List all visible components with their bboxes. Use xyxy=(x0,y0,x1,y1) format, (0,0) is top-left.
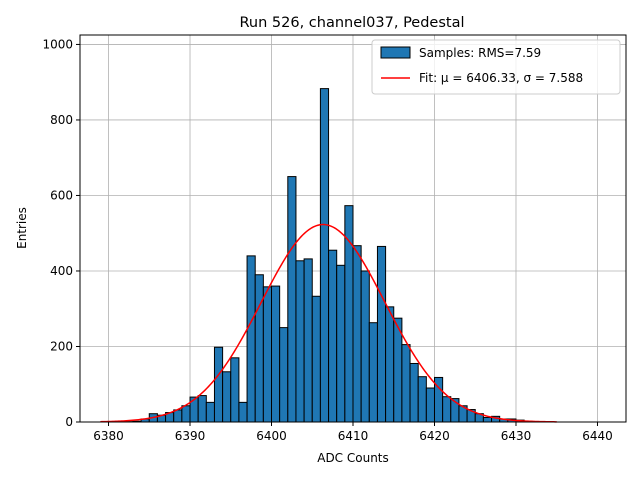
histogram-bar xyxy=(319,88,330,423)
histogram-bar xyxy=(230,357,240,423)
y-tick-label: 800 xyxy=(50,113,73,127)
histogram-bar xyxy=(246,255,256,423)
legend-label-fit: Fit: μ = 6406.33, σ = 7.588 xyxy=(419,71,583,85)
fit-curve xyxy=(100,223,557,423)
histogram-bar xyxy=(238,401,248,423)
chart-title: Run 526, channel037, Pedestal xyxy=(239,15,464,31)
x-tick-label: 6440 xyxy=(582,429,613,443)
histogram-bar xyxy=(287,176,297,423)
x-axis-label: ADC Counts xyxy=(317,451,389,465)
legend-box xyxy=(371,39,621,95)
histogram-bar xyxy=(425,387,435,423)
histogram-bar xyxy=(328,249,338,423)
x-axis-ticks: 6380 6390 6400 6410 6420 6430 6440 xyxy=(93,422,613,443)
histogram-bar xyxy=(442,396,452,423)
histogram-bar xyxy=(360,270,370,423)
histogram-bar xyxy=(254,274,264,423)
histogram-bar xyxy=(368,322,378,423)
fit-line xyxy=(100,223,557,423)
histogram-bar xyxy=(376,245,387,423)
y-tick-label: 1000 xyxy=(42,37,73,51)
legend: Samples: RMS=7.59 Fit: μ = 6406.33, σ = … xyxy=(371,39,621,95)
x-tick-label: 6410 xyxy=(338,429,369,443)
legend-swatch-samples xyxy=(380,46,411,59)
histogram-bar xyxy=(417,376,427,423)
x-tick-label: 6430 xyxy=(501,429,532,443)
histogram-bar xyxy=(262,286,273,423)
y-axis-ticks: 0 200 400 600 800 1000 xyxy=(42,37,80,429)
histogram-bar xyxy=(352,245,362,423)
histogram-bar xyxy=(409,362,419,423)
x-tick-label: 6390 xyxy=(175,429,206,443)
histogram-bar xyxy=(385,306,395,423)
x-tick-label: 6400 xyxy=(256,429,287,443)
y-tick-label: 600 xyxy=(50,188,73,202)
histogram-bar xyxy=(271,285,281,423)
y-tick-label: 400 xyxy=(50,264,73,278)
histogram-bar xyxy=(303,258,313,423)
histogram-bar xyxy=(213,346,224,423)
legend-label-samples: Samples: RMS=7.59 xyxy=(419,46,541,60)
histogram-bar xyxy=(173,409,183,423)
histogram-bar xyxy=(197,395,207,423)
histogram-bar xyxy=(336,264,346,423)
histogram-bar xyxy=(393,317,403,423)
histogram-bar xyxy=(279,327,289,423)
x-tick-label: 6380 xyxy=(93,429,124,443)
y-tick-label: 0 xyxy=(65,415,73,429)
y-axis-label: Entries xyxy=(15,207,29,249)
histogram-bar xyxy=(311,295,321,423)
y-tick-label: 200 xyxy=(50,339,73,353)
histogram-bar xyxy=(482,416,493,423)
histogram-bar xyxy=(205,401,215,423)
histogram-bar xyxy=(295,260,305,423)
histogram-bar xyxy=(401,344,411,423)
histogram-bar xyxy=(222,371,232,423)
histogram-bar xyxy=(181,405,191,423)
x-tick-label: 6420 xyxy=(419,429,450,443)
histogram-bars xyxy=(124,88,533,423)
